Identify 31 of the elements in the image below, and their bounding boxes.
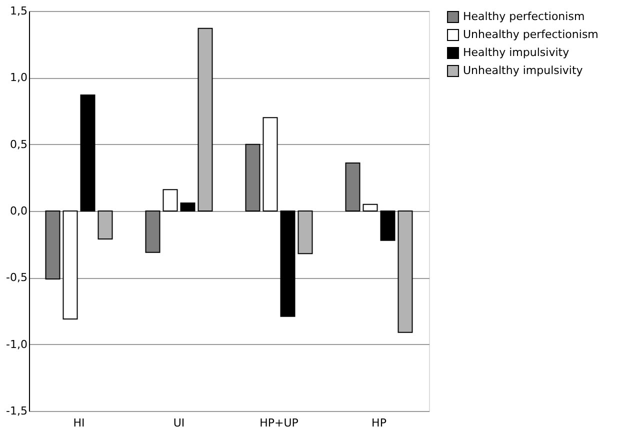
x-tick-label: UI — [173, 416, 185, 430]
legend-label: Healthy impulsivity — [463, 46, 570, 59]
legend-label: Unhealthy impulsivity — [463, 64, 584, 77]
bar — [145, 210, 160, 253]
bar — [262, 117, 278, 212]
y-tick-label: 0,0 — [10, 204, 28, 218]
bar — [298, 210, 313, 254]
bar — [345, 162, 360, 212]
y-tick-label: 1,5 — [10, 4, 28, 18]
bar — [180, 202, 196, 212]
bar — [162, 189, 178, 212]
bar — [62, 210, 78, 320]
bar — [380, 210, 396, 241]
y-tick-label: 1,0 — [10, 71, 28, 84]
bar — [398, 210, 413, 333]
legend-label: Unhealthy perfectionism — [463, 28, 598, 41]
legend-label: Healthy perfectionism — [463, 10, 585, 23]
bar — [80, 94, 96, 212]
y-tick-label: -1,5 — [6, 404, 28, 418]
bar — [245, 144, 260, 212]
x-tick-label: HP — [372, 416, 387, 430]
y-tick-label: 0,5 — [10, 138, 28, 151]
bar — [98, 210, 113, 240]
y-tick-label: -0,5 — [6, 271, 28, 284]
bar — [45, 210, 60, 280]
x-tick-label: HI — [73, 416, 85, 430]
bar — [198, 28, 213, 212]
y-tick-label: -1,0 — [6, 338, 28, 351]
bar — [362, 204, 378, 212]
bar — [280, 210, 296, 317]
x-tick-label: HP+UP — [260, 416, 299, 430]
